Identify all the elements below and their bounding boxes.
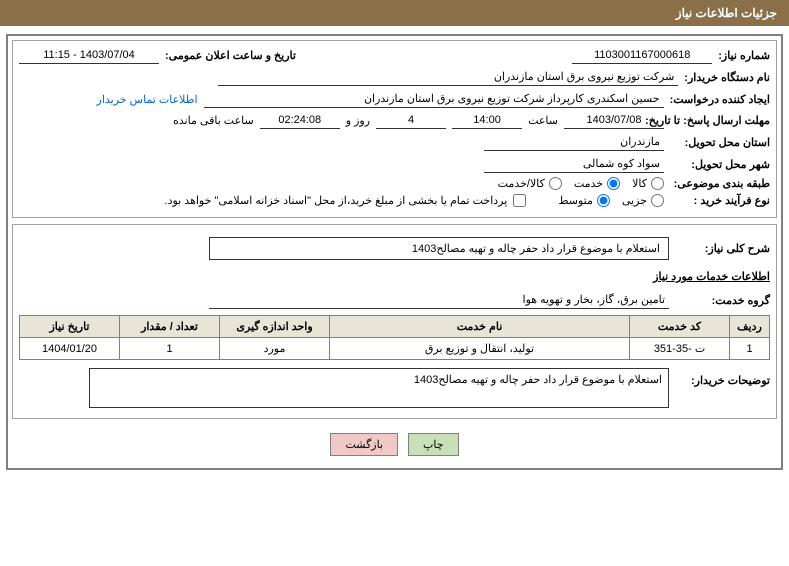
group-label: گروه خدمت:	[675, 294, 770, 307]
services-header: اطلاعات خدمات مورد نیاز	[19, 270, 770, 283]
category-radio-group: کالا خدمت کالا/خدمت	[498, 177, 664, 190]
cell-code: ت -35-351	[630, 338, 730, 360]
radio-both-input[interactable]	[549, 177, 562, 190]
subject-label: شرح کلی نیاز:	[675, 242, 770, 255]
deadline-time: 14:00	[452, 112, 522, 129]
explain-textarea[interactable]	[89, 368, 669, 408]
category-label: طبقه بندی موضوعی:	[670, 177, 770, 190]
need-number-label: شماره نیاز:	[718, 49, 770, 62]
page-header: جزئیات اطلاعات نیاز	[0, 0, 789, 26]
back-button[interactable]: بازگشت	[330, 433, 398, 456]
radio-partial[interactable]: جزیی	[622, 194, 664, 207]
radio-service-label: خدمت	[574, 177, 603, 190]
radio-goods-input[interactable]	[651, 177, 664, 190]
col-unit: واحد اندازه گیری	[220, 316, 330, 338]
radio-service[interactable]: خدمت	[574, 177, 620, 190]
page-title: جزئیات اطلاعات نیاز	[676, 6, 777, 20]
radio-both[interactable]: کالا/خدمت	[498, 177, 562, 190]
col-qty: تعداد / مقدار	[120, 316, 220, 338]
payment-check-line: پرداخت تمام یا بخشی از مبلغ خرید،از محل …	[165, 194, 527, 207]
radio-service-input[interactable]	[607, 177, 620, 190]
process-label: نوع فرآیند خرید :	[670, 194, 770, 207]
cell-qty: 1	[120, 338, 220, 360]
remain-time: 02:24:08	[260, 112, 340, 129]
buyer-label: نام دستگاه خریدار:	[684, 71, 770, 84]
explain-label: توضیحات خریدار:	[675, 368, 770, 387]
details-section: شرح کلی نیاز: استعلام با موضوع قرار داد …	[12, 224, 777, 419]
contact-link[interactable]: اطلاعات تماس خریدار	[97, 93, 198, 106]
row-explain: توضیحات خریدار:	[19, 368, 770, 408]
cell-date: 1404/01/20	[20, 338, 120, 360]
cell-name: تولید، انتقال و توزیع برق	[330, 338, 630, 360]
announce-datetime: 1403/07/04 - 11:15	[19, 47, 159, 64]
days-count: 4	[376, 112, 446, 129]
city-label: شهر محل تحویل:	[670, 158, 770, 171]
button-row: چاپ بازگشت	[12, 425, 777, 464]
requester-label: ایجاد کننده درخواست:	[670, 93, 770, 106]
main-frame: شماره نیاز: 1103001167000618 تاریخ و ساع…	[6, 34, 783, 470]
payment-checkbox[interactable]	[513, 194, 526, 207]
radio-medium[interactable]: متوسط	[558, 194, 610, 207]
buyer-name: شرکت توزیع نیروی برق استان مازندران	[218, 68, 678, 86]
cell-unit: مورد	[220, 338, 330, 360]
print-button[interactable]: چاپ	[408, 433, 459, 456]
radio-partial-input[interactable]	[651, 194, 664, 207]
row-category: طبقه بندی موضوعی: کالا خدمت کالا/خدمت	[19, 177, 770, 190]
row-subject: شرح کلی نیاز: استعلام با موضوع قرار داد …	[19, 237, 770, 260]
radio-medium-input[interactable]	[597, 194, 610, 207]
city-field: سواد کوه شمالی	[484, 155, 664, 173]
col-code: کد خدمت	[630, 316, 730, 338]
radio-both-label: کالا/خدمت	[498, 177, 545, 190]
subject-field: استعلام با موضوع قرار داد حفر چاله و تهی…	[209, 237, 669, 260]
province-field: مازندران	[484, 133, 664, 151]
services-table: ردیف کد خدمت نام خدمت واحد اندازه گیری ت…	[19, 315, 770, 360]
row-need-number: شماره نیاز: 1103001167000618 تاریخ و ساع…	[19, 47, 770, 64]
group-field: تامین برق، گاز، بخار و تهویه هوا	[209, 291, 669, 309]
radio-goods-label: کالا	[632, 177, 647, 190]
row-process: نوع فرآیند خرید : جزیی متوسط پرداخت تمام…	[19, 194, 770, 207]
radio-goods[interactable]: کالا	[632, 177, 664, 190]
province-label: استان محل تحویل:	[670, 136, 770, 149]
days-label: روز و	[346, 114, 370, 127]
announce-label: تاریخ و ساعت اعلان عمومی:	[165, 49, 296, 62]
requester-name: حسین اسکندری کارپرداز شرکت توزیع نیروی ب…	[204, 90, 664, 108]
table-header-row: ردیف کد خدمت نام خدمت واحد اندازه گیری ت…	[20, 316, 770, 338]
table-row: 1 ت -35-351 تولید، انتقال و توزیع برق مو…	[20, 338, 770, 360]
process-radio-group: جزیی متوسط	[558, 194, 664, 207]
row-group: گروه خدمت: تامین برق، گاز، بخار و تهویه …	[19, 291, 770, 309]
remain-label: ساعت باقی مانده	[173, 114, 254, 127]
row-requester: ایجاد کننده درخواست: حسین اسکندری کارپرد…	[19, 90, 770, 108]
row-buyer: نام دستگاه خریدار: شرکت توزیع نیروی برق …	[19, 68, 770, 86]
deadline-label: مهلت ارسال پاسخ: تا تاریخ:	[670, 114, 770, 127]
row-deadline: مهلت ارسال پاسخ: تا تاریخ: 1403/07/08 سا…	[19, 112, 770, 129]
radio-partial-label: جزیی	[622, 194, 647, 207]
cell-num: 1	[730, 338, 770, 360]
info-section: شماره نیاز: 1103001167000618 تاریخ و ساع…	[12, 40, 777, 218]
col-row: ردیف	[730, 316, 770, 338]
deadline-date: 1403/07/08	[564, 112, 664, 129]
row-province: استان محل تحویل: مازندران	[19, 133, 770, 151]
payment-note: پرداخت تمام یا بخشی از مبلغ خرید،از محل …	[165, 194, 508, 207]
radio-medium-label: متوسط	[558, 194, 593, 207]
row-city: شهر محل تحویل: سواد کوه شمالی	[19, 155, 770, 173]
time-label: ساعت	[528, 114, 558, 127]
col-date: تاریخ نیاز	[20, 316, 120, 338]
col-name: نام خدمت	[330, 316, 630, 338]
need-number-field: 1103001167000618	[572, 47, 712, 64]
